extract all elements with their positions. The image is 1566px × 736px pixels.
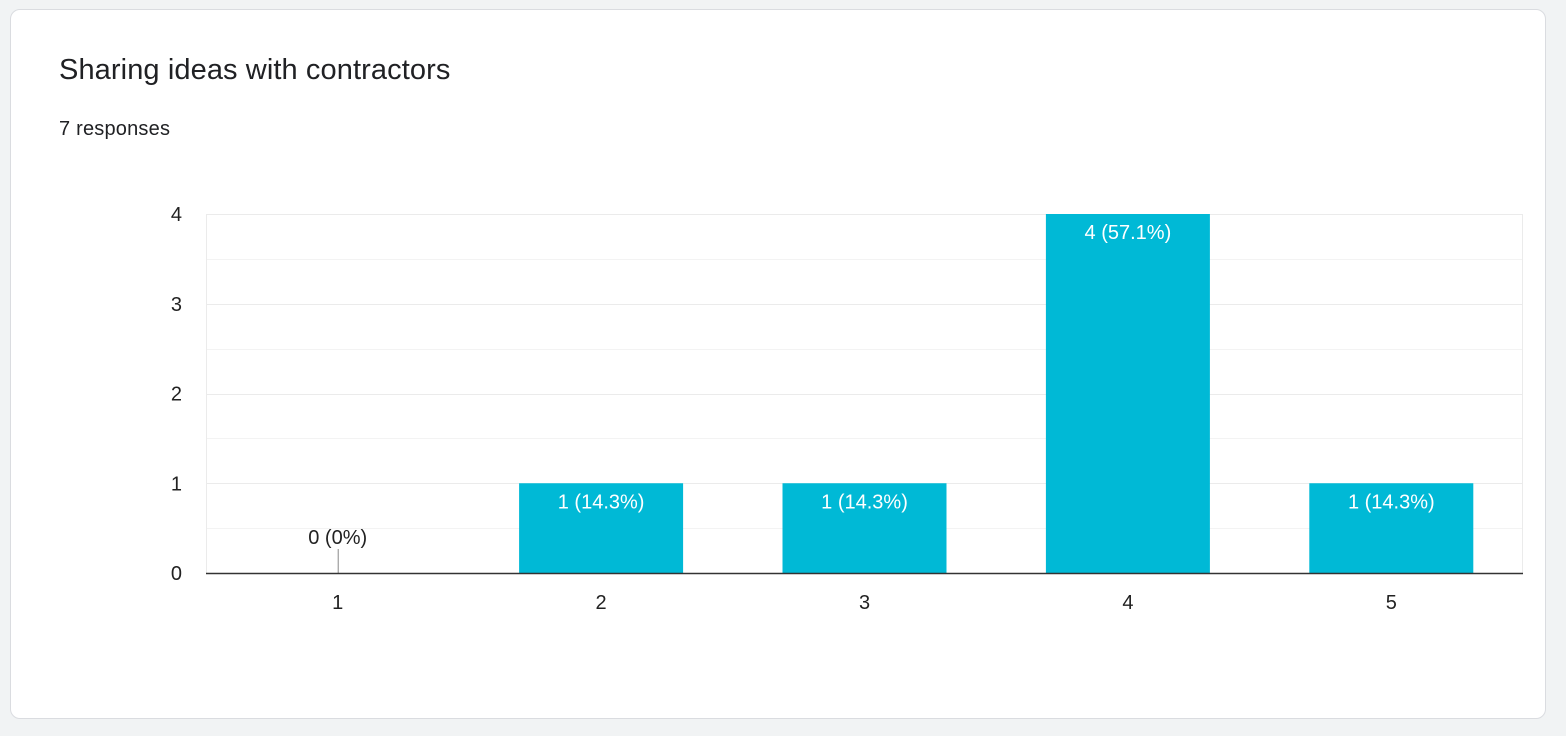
bar-3[interactable] (782, 483, 947, 573)
bars (337, 214, 1474, 573)
data-label-5: 1 (14.3%) (1348, 491, 1435, 513)
data-labels: 0 (0%) 1 (14.3%) 1 (14.3%) 4 (57.1%) 1 (14.3… (308, 222, 1434, 549)
data-label-2: 1 (14.3%) (558, 491, 645, 513)
x-tick-label: 1 (332, 592, 343, 614)
x-tick-label: 4 (1122, 592, 1133, 614)
y-tick-label: 3 (171, 294, 182, 316)
bar-2[interactable] (519, 483, 684, 573)
response-count: 7 responses (59, 118, 171, 140)
chart-card: Sharing ideas with contractors 7 respons… (10, 9, 1546, 719)
y-tick-label: 4 (171, 204, 182, 226)
y-tick-label: 0 (171, 563, 182, 585)
axes: 0 1 2 3 4 1 2 3 4 5 (171, 204, 1523, 614)
bar-4[interactable] (1045, 214, 1210, 573)
x-tick-label: 5 (1386, 592, 1397, 614)
data-label-4: 4 (57.1%) (1085, 222, 1172, 244)
data-label-3: 1 (14.3%) (821, 491, 908, 513)
x-tick-label: 2 (596, 592, 607, 614)
bar-5[interactable] (1309, 483, 1474, 573)
y-tick-label: 2 (171, 384, 182, 406)
x-tick-label: 3 (859, 592, 870, 614)
data-label-1: 0 (0%) (308, 527, 367, 549)
chart-title: Sharing ideas with contractors (59, 54, 451, 86)
y-tick-label: 1 (171, 473, 182, 495)
